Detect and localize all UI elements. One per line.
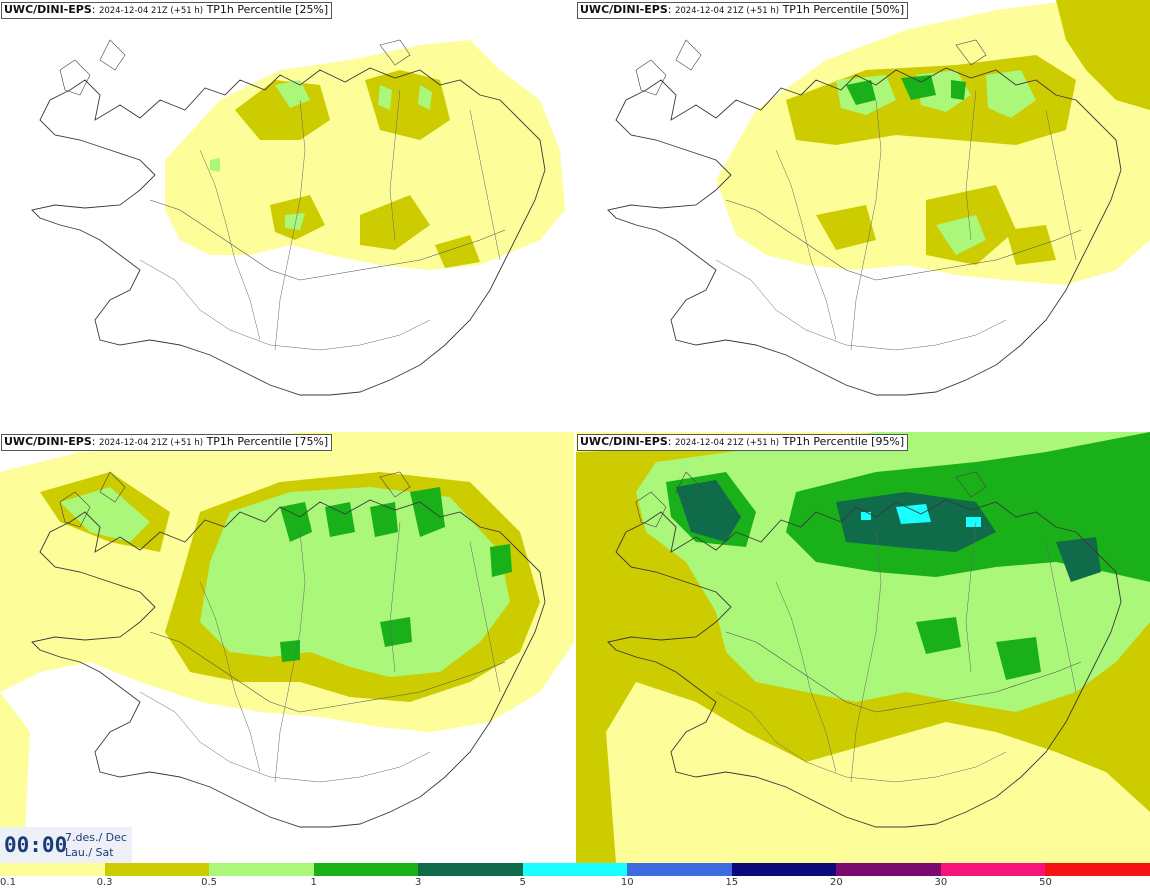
legend-color-bar — [0, 863, 1150, 876]
precip-map — [576, 432, 1150, 863]
legend-tick-label: 0.1 — [0, 877, 16, 888]
precip-map — [31, 39, 565, 396]
run-time: 2024-12-04 21Z (+51 h) — [674, 438, 780, 448]
legend-tick-label: 50 — [1039, 877, 1052, 888]
legend-tick-label: 30 — [934, 877, 948, 888]
legend-swatch — [418, 863, 524, 876]
run-time: 2024-12-04 21Z (+51 h) — [674, 6, 780, 16]
map-panel-p75: UWC/DINI-EPS: 2024-12-04 21Z (+51 h) TP1… — [0, 432, 574, 863]
panel-title: UWC/DINI-EPS: 2024-12-04 21Z (+51 h) TP1… — [577, 2, 909, 19]
run-time: 2024-12-04 21Z (+51 h) — [98, 6, 204, 16]
model-name: UWC/DINI-EPS — [4, 435, 92, 448]
precip-area-5 — [861, 504, 981, 527]
model-name: UWC/DINI-EPS — [580, 435, 668, 448]
legend-tick-label: 0.5 — [201, 877, 218, 888]
map-panel-p95: UWC/DINI-EPS: 2024-12-04 21Z (+51 h) TP1… — [576, 432, 1150, 863]
field-label: TP1h Percentile [25%] — [206, 3, 329, 16]
legend-swatch — [627, 863, 733, 876]
valid-time-clock: 00:00 — [4, 833, 68, 857]
map-panel-p25: UWC/DINI-EPS: 2024-12-04 21Z (+51 h) TP1… — [0, 0, 574, 430]
precip-map — [607, 0, 1150, 396]
legend-tick-label: 1 — [310, 877, 317, 888]
model-name: UWC/DINI-EPS — [580, 3, 668, 16]
run-time: 2024-12-04 21Z (+51 h) — [98, 438, 204, 448]
legend-swatch — [209, 863, 315, 876]
legend-swatch — [940, 863, 1046, 876]
panel-title: UWC/DINI-EPS: 2024-12-04 21Z (+51 h) TP1… — [1, 2, 333, 19]
legend-tick-label: 0.3 — [96, 877, 113, 888]
panel-title: UWC/DINI-EPS: 2024-12-04 21Z (+51 h) TP1… — [577, 434, 909, 451]
legend-swatch — [836, 863, 942, 876]
precip-area-1 — [846, 75, 966, 105]
legend-tick-label: 15 — [725, 877, 739, 888]
field-label: TP1h Percentile [75%] — [206, 435, 329, 448]
panel-title: UWC/DINI-EPS: 2024-12-04 21Z (+51 h) TP1… — [1, 434, 333, 451]
precip-area-1 — [666, 432, 1150, 680]
model-name: UWC/DINI-EPS — [4, 3, 92, 16]
legend-tick-label: 3 — [414, 877, 422, 888]
legend-swatch — [522, 863, 628, 876]
valid-weekday: Lau./ Sat — [65, 846, 114, 859]
legend-tick-label: 20 — [829, 877, 843, 888]
precip-area-1 — [280, 487, 512, 662]
legend-swatch — [0, 863, 105, 876]
legend-tick-label: 10 — [620, 877, 634, 888]
map-panel-p50: UWC/DINI-EPS: 2024-12-04 21Z (+51 h) TP1… — [576, 0, 1150, 430]
precip-map — [0, 432, 574, 863]
legend-swatch — [731, 863, 837, 876]
legend-swatch — [1045, 863, 1150, 876]
valid-date: 7.des./ Dec — [65, 831, 127, 844]
valid-time-box: 00:00 7.des./ Dec Lau./ Sat — [0, 827, 132, 863]
precip-area-3 — [676, 480, 1101, 582]
precip-legend: 0.1 0.3 0.5 1 3 5 10 15 20 30 50 — [0, 863, 1150, 891]
precip-area-0.3 — [786, 0, 1150, 265]
field-label: TP1h Percentile [50%] — [782, 3, 905, 16]
field-label: TP1h Percentile [95%] — [782, 435, 905, 448]
legend-swatch — [313, 863, 419, 876]
legend-swatch — [104, 863, 210, 876]
legend-tick-label: 5 — [519, 877, 526, 888]
